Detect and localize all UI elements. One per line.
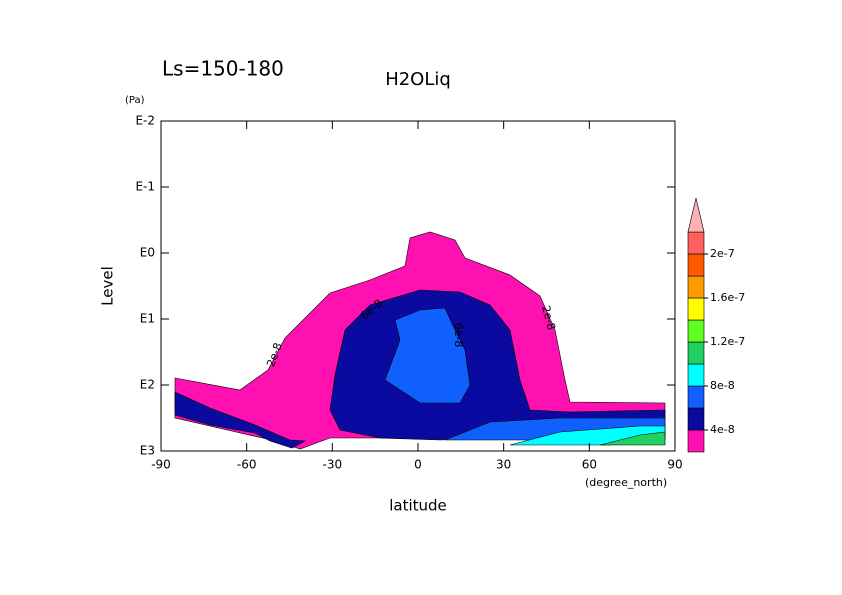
y-tick-label: E0 xyxy=(140,246,155,260)
x-tick-label: 90 xyxy=(667,458,682,472)
colorbar-box xyxy=(687,363,705,387)
x-tick-label: -30 xyxy=(323,458,343,472)
contour-label: 2e-8 xyxy=(539,304,558,331)
colorbar-over xyxy=(687,197,705,233)
colorbar-tick-label: 1.6e-7 xyxy=(710,291,745,304)
y-tick-label: E-2 xyxy=(135,114,155,128)
colorbar-tick-label: 4e-8 xyxy=(710,423,735,436)
chart-title: H2OLiq xyxy=(385,69,451,90)
colorbar-box xyxy=(687,275,705,299)
colorbar-box xyxy=(687,253,705,277)
subtitle: Ls=150-180 xyxy=(162,57,284,81)
y-axis-label: Level xyxy=(99,266,117,306)
contour-region xyxy=(599,431,666,446)
colorbar-box xyxy=(687,429,705,453)
x-tick-label: 30 xyxy=(496,458,511,472)
y-unit: (Pa) xyxy=(125,95,145,106)
x-tick-label: -60 xyxy=(237,458,257,472)
y-tick-label: E3 xyxy=(140,444,155,458)
y-tick-label: E-1 xyxy=(135,180,155,194)
x-unit: (degree_north) xyxy=(585,476,667,489)
colorbar-box xyxy=(687,297,705,321)
contour-region xyxy=(384,307,471,404)
colorbar-box xyxy=(687,341,705,365)
colorbar-box xyxy=(687,319,705,343)
contour-region xyxy=(174,391,307,449)
x-tick-label: -90 xyxy=(151,458,171,472)
colorbar-tick-label: 8e-8 xyxy=(710,379,735,392)
y-tick-label: E2 xyxy=(140,378,155,392)
x-tick-label: 0 xyxy=(414,458,422,472)
contour-label: 6e-8 xyxy=(452,323,465,348)
x-tick-label: 60 xyxy=(582,458,597,472)
colorbar-box xyxy=(687,385,705,409)
colorbar-box xyxy=(687,407,705,431)
colorbar-tick-label: 2e-7 xyxy=(710,247,735,260)
colorbar-box xyxy=(687,231,705,255)
x-axis-label: latitude xyxy=(389,497,447,515)
y-tick-label: E1 xyxy=(140,312,155,326)
colorbar-tick-label: 1.2e-7 xyxy=(710,335,745,348)
